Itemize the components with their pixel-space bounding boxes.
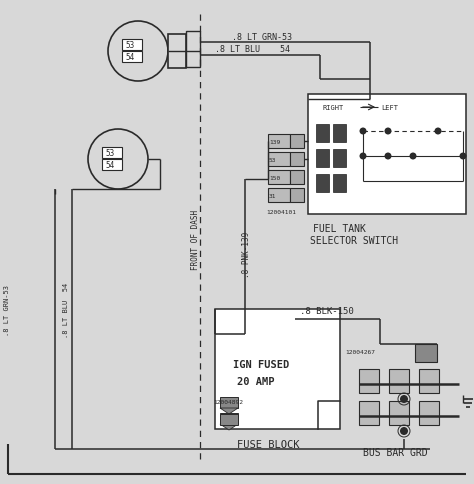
Bar [168, 35, 186, 69]
Circle shape [359, 153, 366, 160]
Circle shape [435, 128, 441, 135]
Bar [316, 150, 329, 167]
Text: FRONT OF DASH: FRONT OF DASH [191, 210, 200, 270]
Bar [220, 414, 238, 425]
Bar [268, 135, 290, 149]
Bar [419, 369, 439, 393]
Bar [308, 95, 466, 214]
Text: LEFT: LEFT [381, 105, 398, 111]
Text: 31: 31 [269, 193, 276, 198]
Bar [268, 171, 290, 184]
Circle shape [400, 395, 408, 403]
Bar [333, 175, 346, 193]
Bar [220, 397, 238, 408]
Circle shape [384, 128, 392, 135]
Polygon shape [220, 408, 238, 414]
Bar [333, 150, 346, 167]
Circle shape [400, 427, 408, 435]
Bar [359, 401, 379, 425]
Text: 139: 139 [269, 139, 280, 144]
Bar [359, 369, 379, 393]
Bar [220, 413, 238, 424]
Text: .8 LT GRN-53: .8 LT GRN-53 [232, 32, 292, 42]
Circle shape [359, 128, 366, 135]
Text: IGN FUSED: IGN FUSED [233, 359, 289, 369]
Text: 53: 53 [269, 157, 276, 162]
Text: FUSE BLOCK: FUSE BLOCK [237, 439, 300, 449]
Bar [102, 160, 122, 171]
Bar [102, 148, 122, 159]
Text: .8 BLK-150: .8 BLK-150 [300, 307, 354, 316]
Bar [389, 369, 409, 393]
Text: 53: 53 [125, 42, 134, 50]
Bar [415, 344, 437, 362]
Bar [122, 52, 142, 63]
Text: 150: 150 [269, 175, 280, 180]
Bar [290, 135, 304, 149]
Text: 53: 53 [105, 149, 114, 158]
Circle shape [384, 153, 392, 160]
Text: 12004892: 12004892 [213, 400, 243, 405]
Bar [215, 309, 340, 429]
Text: BUS BAR GRD: BUS BAR GRD [363, 447, 428, 457]
Bar [316, 175, 329, 193]
Bar [268, 152, 290, 166]
Bar [186, 32, 200, 68]
Circle shape [410, 153, 417, 160]
Bar [389, 401, 409, 425]
Bar [333, 125, 346, 143]
Text: .8 PNK-139: .8 PNK-139 [243, 231, 252, 277]
Polygon shape [220, 424, 238, 430]
Text: 54: 54 [105, 161, 114, 170]
Bar [316, 125, 329, 143]
Text: .8 LT BLU    54: .8 LT BLU 54 [215, 45, 290, 54]
Bar [419, 401, 439, 425]
Text: 12004267: 12004267 [345, 350, 375, 355]
Text: 12004101: 12004101 [266, 209, 296, 214]
Text: 20 AMP: 20 AMP [237, 376, 274, 386]
Text: 54: 54 [125, 53, 134, 62]
Text: .8 LT GRN-53: .8 LT GRN-53 [4, 284, 10, 335]
Bar [122, 40, 142, 51]
Text: .8 LT BLU  54: .8 LT BLU 54 [63, 282, 69, 337]
Text: SELECTOR SWITCH: SELECTOR SWITCH [310, 236, 398, 245]
Bar [290, 152, 304, 166]
Bar [290, 189, 304, 203]
Text: FUEL TANK: FUEL TANK [313, 224, 366, 233]
Text: RIGHT: RIGHT [323, 105, 344, 111]
Circle shape [459, 153, 466, 160]
Bar [290, 171, 304, 184]
Bar [268, 189, 290, 203]
